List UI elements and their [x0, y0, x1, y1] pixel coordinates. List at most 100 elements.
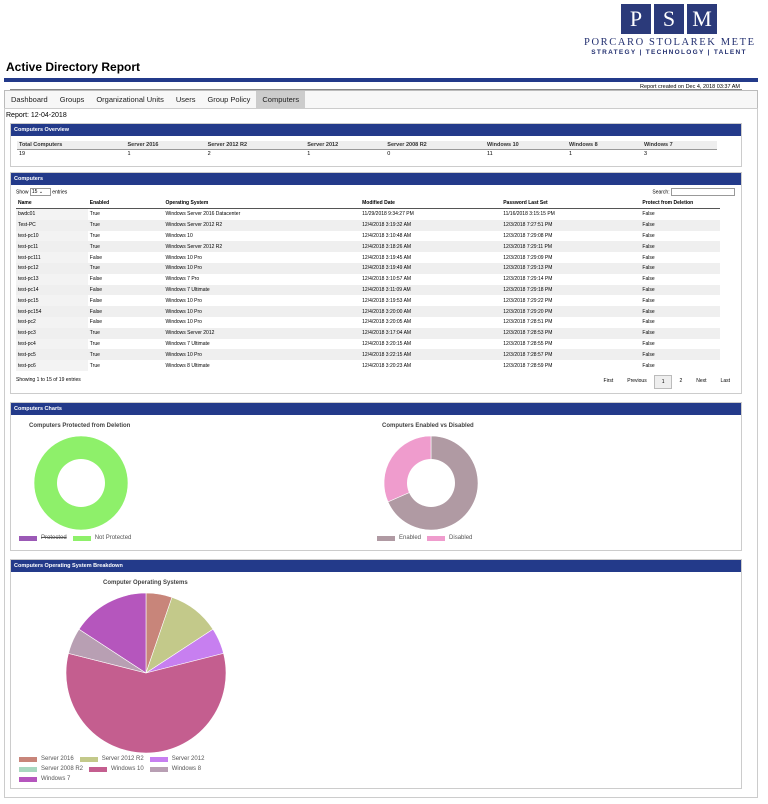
legend-item[interactable]: Windows 8 — [149, 766, 201, 772]
table-cell: Windows 8 Ultimate — [165, 362, 210, 369]
table-row[interactable]: Test-PC True Windows Server 2012 R2 12/4/20… — [16, 219, 720, 231]
table-cell: False — [640, 327, 720, 339]
legend-item[interactable]: Protected — [19, 535, 67, 541]
table-cell: test-pc154 — [16, 306, 88, 317]
table-cell: 12/4/2018 3:20:05 AM — [362, 319, 412, 326]
table-row[interactable]: test-pc14 False Windows 7 Ultimate 12/4/201… — [16, 284, 720, 296]
pie-slice-windows-7[interactable] — [78, 592, 147, 674]
pager-first-button[interactable]: First — [603, 378, 614, 384]
table-cell: 12/3/2018 7:29:13 PM — [501, 262, 641, 274]
company-logo: P S M PORCARO STOLAREK METE STRATEGY | T… — [584, 4, 754, 56]
table-cell: 12/3/2018 7:27:51 PM — [501, 219, 641, 231]
column-header[interactable]: Modified Date — [360, 198, 502, 209]
overview-value: 19 — [19, 151, 26, 157]
table-cell: True — [87, 349, 164, 361]
table-cell: bwdc01 — [16, 208, 88, 220]
computers-table-panel: Computers Show 15 ⌄ entries Search: Name… — [10, 172, 742, 394]
pie-slice-windows-10[interactable] — [65, 652, 227, 754]
legend-item[interactable]: Server 2012 R2 — [79, 756, 144, 762]
table-row[interactable]: test-pc11 True Windows Server 2012 R2 12/4/… — [16, 241, 720, 253]
panel-heading: Computers — [11, 173, 741, 185]
table-row[interactable]: bwdc01 True Windows Server 2016 Datacenter… — [16, 208, 720, 220]
legend-item[interactable]: Not Protected — [72, 535, 132, 541]
table-cell: False — [640, 241, 720, 253]
tab-users[interactable]: Users — [175, 95, 196, 104]
overview-value: 0 — [387, 151, 391, 157]
legend-item[interactable]: Enabled — [377, 535, 421, 541]
legend-swatch — [19, 776, 37, 782]
tab-bar: Dashboard Groups Organizational Units Us… — [4, 90, 758, 109]
pagination: First Previous 1 2 Next Last — [597, 375, 737, 389]
table-row[interactable]: test-pc10 True Windows 10 12/4/2018 3:10:48… — [16, 230, 720, 242]
table-row[interactable]: test-pc13 False Windows 7 Pro 12/4/2018 3:1… — [16, 273, 720, 285]
table-row[interactable]: test-pc111 False Windows 10 Pro 12/4/2018 3… — [16, 252, 720, 263]
table-cell: False — [89, 319, 103, 326]
pager-previous-button[interactable]: Previous — [627, 378, 647, 384]
column-header[interactable]: Operating System — [163, 198, 361, 209]
table-cell: Windows Server 2012 — [163, 327, 361, 339]
table-cell: 12/3/2018 7:28:55 PM — [503, 340, 553, 347]
column-header[interactable]: Enabled — [87, 198, 164, 209]
pager-next-button[interactable]: Next — [696, 378, 707, 384]
table-cell: False — [89, 276, 103, 283]
page-length-control: Show 15 ⌄ entries — [16, 188, 67, 196]
legend-label: Windows 7 — [41, 776, 71, 782]
legend-item[interactable]: Server 2008 R2 — [19, 766, 83, 772]
overview-value: 1 — [127, 151, 131, 157]
chart-title-enabled: Computers Enabled vs Disabled — [382, 423, 474, 429]
table-cell: 12/4/2018 3:19:45 AM — [362, 254, 412, 261]
table-cell: 12/4/2018 3:20:23 AM — [362, 362, 412, 369]
entries-select-value: 15 — [31, 189, 38, 195]
chevron-down-icon: ⌄ — [38, 189, 44, 195]
column-header[interactable]: Name — [16, 198, 88, 209]
table-cell: 12/4/2018 3:19:49 AM — [360, 262, 502, 274]
legend-item[interactable]: Server 2012 — [149, 756, 204, 762]
table-row[interactable]: test-pc2 False Windows 10 Pro 12/4/2018 3:2… — [16, 316, 720, 328]
pager-last-button[interactable]: Last — [720, 378, 730, 384]
table-cell: False — [642, 340, 655, 347]
search-input[interactable] — [671, 188, 735, 196]
entries-select[interactable]: 15 ⌄ — [29, 188, 51, 196]
table-cell: 12/3/2018 7:29:08 PM — [503, 232, 553, 239]
tab-group-policy[interactable]: Group Policy — [207, 95, 251, 104]
legend-label: Not Protected — [94, 535, 132, 541]
legend-label: Disabled — [449, 535, 473, 541]
table-row[interactable]: test-pc12 True Windows 10 Pro 12/4/2018 3:1… — [16, 262, 720, 274]
table-row[interactable]: test-pc5 True Windows 10 Pro 12/4/2018 3:22… — [16, 349, 720, 361]
table-cell: False — [87, 306, 164, 317]
table-row[interactable]: test-pc6 True Windows 8 Ultimate 12/4/2018 … — [16, 360, 720, 371]
legend-item[interactable]: Windows 10 — [89, 766, 144, 772]
table-cell: 12/4/2018 3:20:00 AM — [360, 306, 502, 317]
pager-1-button[interactable]: 1 — [653, 375, 673, 389]
pager-2-button[interactable]: 2 — [679, 378, 683, 384]
table-cell: True — [87, 262, 164, 274]
table-cell: True — [87, 219, 164, 231]
table-cell: 12/3/2018 7:29:11 PM — [501, 241, 641, 253]
table-cell: test-pc6 — [16, 360, 88, 371]
legend-item[interactable]: Disabled — [427, 535, 472, 541]
overview-header: Windows 10 — [484, 141, 567, 150]
table-row[interactable]: test-pc3 True Windows Server 2012 12/4/2018… — [16, 327, 720, 339]
tab-groups[interactable]: Groups — [59, 95, 85, 104]
legend-item[interactable]: Server 2016 — [19, 756, 74, 762]
tab-computers[interactable]: Computers — [256, 91, 306, 109]
logo-letter-s: S — [654, 4, 684, 34]
legend-item[interactable]: Windows 7 — [19, 776, 70, 782]
panel-heading: Computers Charts — [11, 403, 741, 415]
entries-label: entries — [52, 189, 68, 196]
table-row[interactable]: test-pc4 True Windows 7 Ultimate 12/4/2018 … — [16, 338, 720, 350]
donut-hole — [57, 459, 105, 507]
table-cell: Windows 10 Pro — [163, 306, 361, 317]
column-header[interactable]: Protect from Deletion — [640, 198, 720, 209]
table-cell: test-pc10 — [16, 230, 88, 242]
tab-organizational-units[interactable]: Organizational Units — [96, 95, 164, 104]
column-header[interactable]: Password Last Set — [501, 198, 641, 209]
legend-swatch — [19, 535, 37, 541]
table-cell: True — [89, 211, 100, 218]
table-cell: True — [89, 232, 100, 239]
table-cell: Windows Server 2016 Datacenter — [165, 211, 241, 218]
tab-dashboard[interactable]: Dashboard — [11, 95, 48, 104]
table-row[interactable]: test-pc15 False Windows 10 Pro 12/4/2018 3:… — [16, 295, 720, 307]
table-row[interactable]: test-pc154 False Windows 10 Pro 12/4/2018 3… — [16, 306, 720, 317]
overview-value: 1 — [307, 151, 311, 157]
